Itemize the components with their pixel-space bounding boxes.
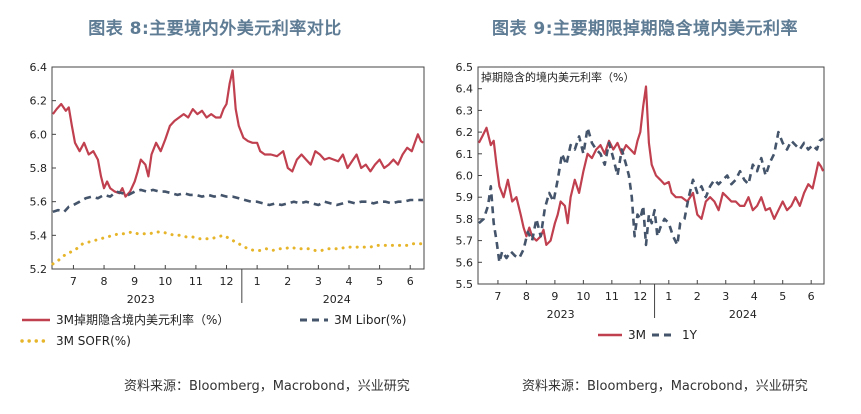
year-label: 2024: [729, 308, 757, 321]
x-tick-label: 11: [605, 290, 619, 303]
x-tick-label: 12: [220, 275, 234, 288]
y-tick-label: 6.4: [456, 83, 474, 96]
chart-title: 图表 9:主要期限掉期隐含境内美元利率: [491, 19, 799, 39]
y-tick-label: 5.9: [456, 191, 474, 204]
y-tick-label: 6.3: [456, 104, 474, 117]
series-line-3m-: [52, 69, 424, 198]
x-tick-label: 5: [376, 275, 383, 288]
legend-label: 3M掉期隐含境内美元利率（%）: [56, 312, 229, 327]
x-tick-label: 8: [101, 275, 108, 288]
y-tick-label: 5.8: [30, 162, 48, 175]
y-tick-label: 5.4: [30, 229, 48, 242]
legend-label: 3M SOFR(%): [56, 334, 131, 348]
x-tick-label: 7: [494, 290, 501, 303]
x-tick-label: 1: [665, 290, 672, 303]
panel-right-chart: 图表 9:主要期限掉期隐含境内美元利率 5.5 5.6 5.7 5.8 5.9 6.0 6.…: [430, 0, 860, 414]
x-tick-label: 6: [808, 290, 815, 303]
x-tick-label: 3: [315, 275, 322, 288]
x-tick-label: 7: [70, 275, 77, 288]
y-tick-label: 6.5: [456, 61, 474, 74]
chart-title: 图表 8:主要境内外美元利率对比: [88, 19, 342, 39]
year-label: 2024: [323, 293, 351, 306]
series-line-3m-libor-: [52, 188, 424, 214]
chart-svg-right: 5.55.65.75.85.96.06.16.26.36.46.57 8 9 10 11…: [456, 61, 825, 342]
series-line-3m: [477, 85, 825, 246]
year-label: 2023: [547, 308, 575, 321]
x-tick-label: 9: [131, 275, 138, 288]
series-line-3m-sofr-: [51, 230, 425, 266]
chart-svg-left: 5.25.45.65.86.06.26.47 8 9 10 11 12 1 2 3 4 5 62023…: [20, 61, 425, 348]
x-tick-label: 4: [751, 290, 758, 303]
x-tick-label: 1: [254, 275, 261, 288]
y-tick-label: 6.4: [30, 61, 48, 74]
y-tick-label: 5.2: [30, 263, 48, 276]
y-tick-label: 5.8: [456, 213, 474, 226]
legend-label: 1Y: [682, 328, 698, 342]
x-tick-label: 2: [284, 275, 291, 288]
series-line-1y: [478, 126, 824, 264]
y-tick-label: 6.2: [456, 126, 474, 139]
y-tick-label: 6.2: [30, 95, 48, 108]
y-tick-label: 5.7: [456, 235, 474, 248]
source-note: 资料来源：Bloomberg，Macrobond，兴业研究: [124, 379, 410, 394]
panel-left-chart: 图表 8:主要境内外美元利率对比 5.2 5.4 5.6 5.8 6.0 6.2 6.4 7 8…: [0, 0, 430, 414]
x-tick-label: 3: [722, 290, 729, 303]
y-tick-label: 5.6: [30, 196, 48, 209]
y-tick-label: 6.0: [30, 128, 48, 141]
x-tick-label: 12: [633, 290, 647, 303]
x-tick-label: 9: [551, 290, 558, 303]
x-tick-label: 6: [407, 275, 414, 288]
y-tick-label: 6.1: [456, 148, 474, 161]
x-tick-label: 10: [158, 275, 172, 288]
y-tick-label: 6.0: [456, 170, 474, 183]
y-tick-label: 5.5: [456, 278, 474, 291]
x-tick-label: 8: [523, 290, 530, 303]
legend-label: 3M Libor(%): [334, 313, 406, 327]
x-tick-label: 2: [694, 290, 701, 303]
plot-frame: [477, 66, 825, 285]
x-tick-label: 5: [779, 290, 786, 303]
legend-label: 3M: [628, 328, 646, 342]
year-label: 2023: [127, 293, 155, 306]
x-tick-label: 4: [345, 275, 352, 288]
x-tick-label: 11: [189, 275, 203, 288]
x-tick-label: 10: [576, 290, 590, 303]
y-tick-label: 5.6: [456, 256, 474, 269]
source-note: 资料来源：Bloomberg，Macrobond，兴业研究: [522, 379, 808, 394]
chart-inner-label: 掉期隐含的境内美元利率（%）: [481, 70, 634, 84]
